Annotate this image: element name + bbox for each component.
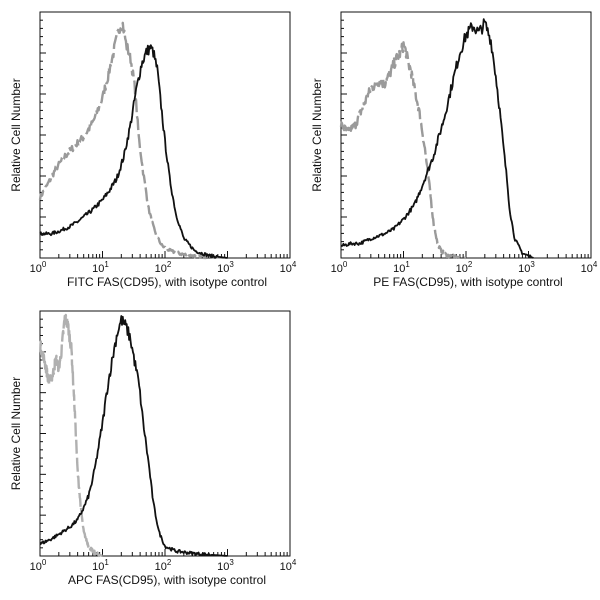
x-tick-exponent: 3 [530, 260, 535, 269]
fas-cd95-line-pe [340, 18, 534, 259]
x-tick-label: 104 [280, 558, 297, 573]
y-axis-label: Relative Cell Number [9, 78, 23, 191]
x-tick-label: 100 [331, 260, 348, 275]
x-tick-label: 102 [155, 558, 172, 573]
x-tick-exponent: 3 [229, 558, 234, 567]
isotype-control-line-pe [339, 41, 467, 260]
x-tick-label: 102 [155, 260, 172, 275]
x-tick-label: 104 [581, 260, 598, 275]
x-tick-exponent: 2 [167, 558, 172, 567]
x-tick-exponent: 2 [468, 260, 473, 269]
x-tick-label: 103 [518, 260, 535, 275]
plot-frame [340, 11, 592, 259]
x-tick-exponent: 2 [167, 260, 172, 269]
x-tick-label: 101 [393, 260, 410, 275]
x-tick-label: 101 [92, 260, 109, 275]
x-tick-label: 103 [217, 558, 234, 573]
isotype-control-line-apc [38, 313, 104, 558]
y-axis-label: Relative Cell Number [310, 78, 324, 191]
x-axis-label: PE FAS(CD95), with isotype control [373, 275, 562, 289]
isotype-control-line-fitc [38, 21, 228, 260]
x-tick-exponent: 1 [405, 260, 410, 269]
x-tick-label: 100 [30, 558, 47, 573]
x-tick-label: 103 [217, 260, 234, 275]
x-tick-label: 102 [456, 260, 473, 275]
x-tick-exponent: 1 [104, 558, 109, 567]
x-tick-exponent: 4 [292, 260, 297, 269]
x-tick-exponent: 4 [292, 558, 297, 567]
x-axis-label: FITC FAS(CD95), with isotype control [67, 275, 267, 289]
x-tick-exponent: 4 [593, 260, 598, 269]
x-tick-label: 100 [30, 260, 47, 275]
y-axis-label: Relative Cell Number [9, 377, 23, 490]
x-axis-label: APC FAS(CD95), with isotype control [68, 573, 266, 587]
fas-cd95-line-apc [39, 315, 228, 557]
x-tick-label: 104 [280, 260, 297, 275]
x-tick-exponent: 1 [104, 260, 109, 269]
x-tick-exponent: 0 [42, 558, 47, 567]
x-tick-exponent: 3 [229, 260, 234, 269]
x-tick-label: 101 [92, 558, 109, 573]
fas-cd95-line-fitc [39, 44, 228, 259]
x-tick-exponent: 0 [42, 260, 47, 269]
x-tick-exponent: 0 [343, 260, 348, 269]
